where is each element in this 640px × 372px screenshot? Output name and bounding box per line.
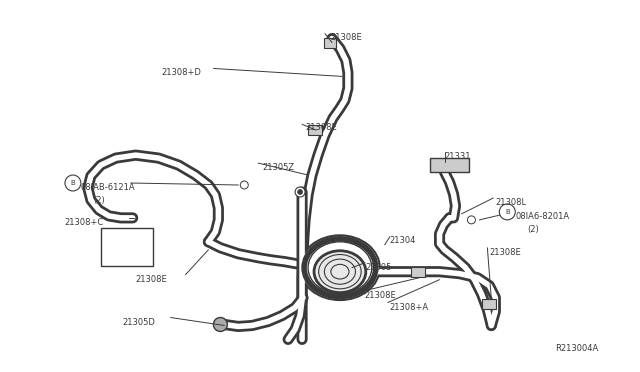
Ellipse shape [314, 251, 366, 293]
Text: 21308+C: 21308+C [64, 218, 103, 227]
Text: 21305D: 21305D [123, 318, 156, 327]
Text: 21308E: 21308E [136, 275, 168, 284]
Circle shape [467, 216, 476, 224]
Text: 21308+D: 21308+D [161, 68, 202, 77]
Circle shape [499, 204, 515, 220]
Text: 21308E: 21308E [305, 123, 337, 132]
Ellipse shape [308, 242, 372, 294]
Bar [324, 38, 336, 48]
Text: 08IA6-8201A: 08IA6-8201A [515, 212, 570, 221]
Text: R213004A: R213004A [555, 344, 598, 353]
Text: B: B [70, 180, 76, 186]
Text: 21305: 21305 [366, 263, 392, 272]
Bar [308, 125, 322, 135]
Ellipse shape [300, 235, 380, 300]
Text: (2): (2) [93, 196, 104, 205]
Text: 21308E: 21308E [330, 33, 362, 42]
Text: 21331: 21331 [445, 152, 471, 161]
Text: B: B [505, 209, 509, 215]
Ellipse shape [304, 239, 376, 296]
Text: 21304: 21304 [390, 236, 416, 245]
Circle shape [240, 181, 248, 189]
Circle shape [65, 175, 81, 191]
Text: (2): (2) [527, 225, 539, 234]
Text: 21305Z: 21305Z [262, 163, 294, 172]
Circle shape [295, 187, 305, 197]
Text: 21308L: 21308L [495, 198, 527, 207]
Bar [101, 228, 152, 266]
Bar [429, 158, 469, 172]
Text: 21308+A: 21308+A [390, 302, 429, 312]
Bar [483, 299, 497, 308]
Text: 08IAB-6121A: 08IAB-6121A [81, 183, 136, 192]
Text: 21308E: 21308E [365, 291, 397, 299]
Text: 21308E: 21308E [490, 248, 521, 257]
Bar [411, 267, 424, 277]
Circle shape [298, 189, 303, 195]
Circle shape [213, 318, 227, 331]
